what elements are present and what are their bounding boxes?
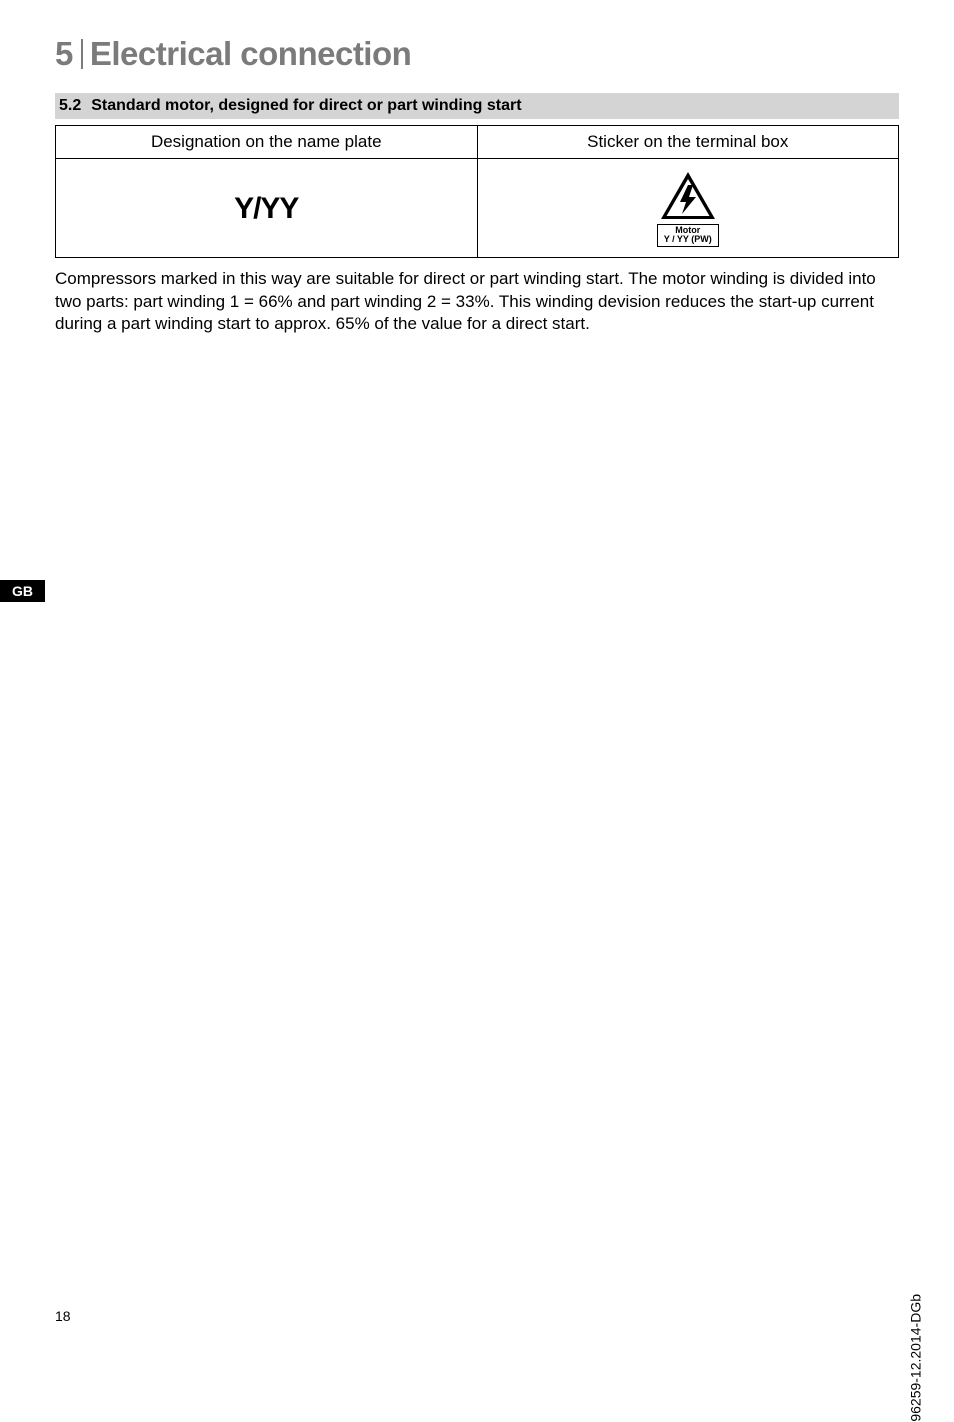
document-id: 96259-12.2014-DGb [908, 1294, 924, 1422]
chapter-number: 5 [55, 35, 73, 72]
language-tab: GB [0, 580, 45, 602]
table-header-row: Designation on the name plate Sticker on… [56, 126, 899, 159]
chapter-title: Electrical connection [90, 35, 411, 72]
body-paragraph: Compressors marked in this way are suita… [55, 268, 899, 334]
chapter-heading: 5 Electrical connection [55, 35, 899, 73]
electric-warning-icon: Motor Y / YY (PW) [657, 171, 719, 247]
warning-triangle-svg [659, 171, 717, 221]
designation-table: Designation on the name plate Sticker on… [55, 125, 899, 258]
table-header-right: Sticker on the terminal box [477, 126, 899, 159]
section-number: 5.2 [59, 97, 81, 114]
designation-value: Y/YY [234, 192, 298, 225]
page-number: 18 [55, 1308, 71, 1324]
chapter-divider [81, 39, 83, 69]
section-heading: 5.2 Standard motor, designed for direct o… [55, 93, 899, 119]
section-title: Standard motor, designed for direct or p… [91, 97, 521, 114]
sticker-cell: Motor Y / YY (PW) [477, 159, 899, 258]
page-content: 5 Electrical connection 5.2 Standard motor… [0, 0, 954, 375]
table-header-left: Designation on the name plate [56, 126, 478, 159]
sticker-label-box: Motor Y / YY (PW) [657, 224, 719, 247]
table-row: Y/YY Motor Y / YY (PW) [56, 159, 899, 258]
designation-cell: Y/YY [56, 159, 478, 258]
sticker-label-line2: Y / YY (PW) [664, 234, 712, 244]
